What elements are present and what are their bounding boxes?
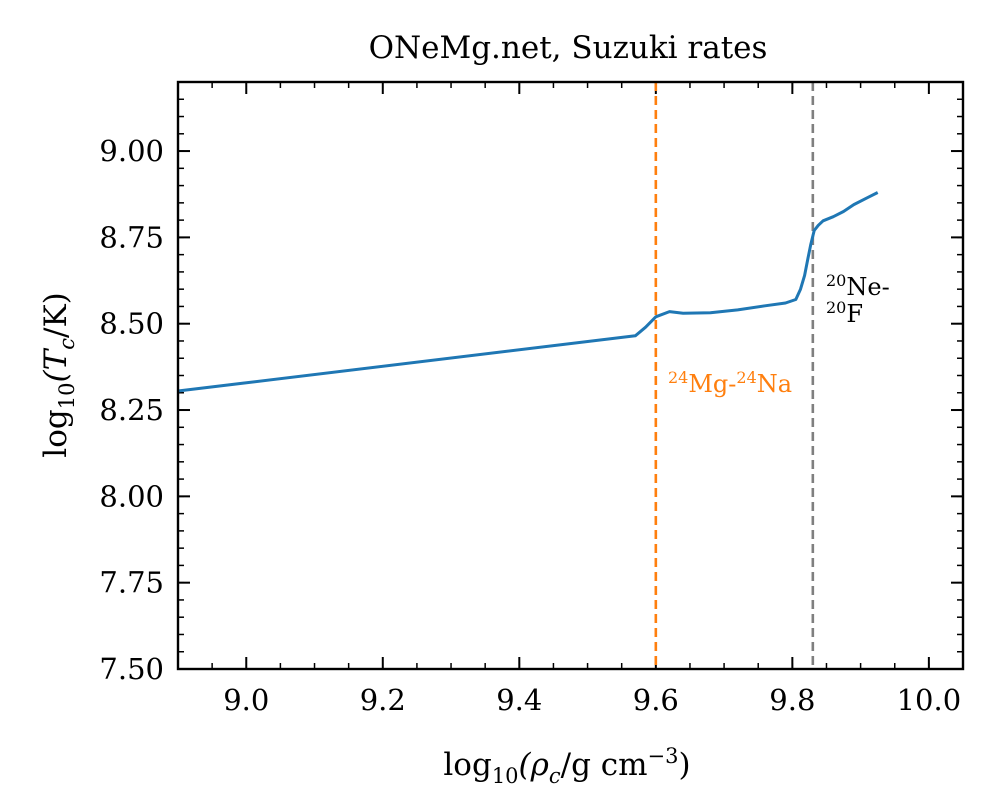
y-axis-label-sub: 10 bbox=[55, 383, 79, 410]
ne-text: Ne- bbox=[846, 273, 889, 301]
y-tick-label: 8.00 bbox=[99, 479, 164, 513]
mg-na-text1: Mg- bbox=[688, 370, 736, 398]
x-tick-label: 9.6 bbox=[633, 683, 679, 717]
x-tick-label: 9.4 bbox=[496, 683, 542, 717]
ne-sup: 20 bbox=[826, 271, 846, 290]
y-tick-label: 8.25 bbox=[99, 393, 164, 427]
tick-labels: 9.0 9.2 9.4 9.6 9.8 10.0 7.50 7.75 8.00 8.25 8.50 8… bbox=[99, 134, 961, 717]
x-tick-label: 9.8 bbox=[769, 683, 815, 717]
major-ticks bbox=[178, 82, 963, 670]
ne-f-annotation-line2: 20F bbox=[826, 298, 863, 328]
mg-na-sup2: 24 bbox=[736, 368, 756, 387]
x-tick-label: 9.0 bbox=[223, 683, 269, 717]
y-axis-label-log: log bbox=[38, 409, 74, 457]
y-tick-label: 7.75 bbox=[99, 566, 164, 600]
x-axis-label-sub: 10 bbox=[492, 764, 519, 788]
y-tick-label: 8.50 bbox=[99, 307, 164, 341]
mg-na-annotation: 24Mg-24Na bbox=[668, 368, 792, 398]
plot-area: 9.0 9.2 9.4 9.6 9.8 10.0 7.50 7.75 8.00 8.25 8.50 8… bbox=[99, 80, 965, 717]
y-axis-label: log10(Tc/K) bbox=[38, 292, 79, 457]
y-axis-label-t: (T bbox=[38, 347, 74, 382]
x-axis-label-units: /g cm bbox=[561, 747, 648, 783]
y-axis-label-sub2: c bbox=[55, 338, 79, 350]
chart-title: ONeMg.net, Suzuki rates bbox=[369, 30, 768, 66]
y-axis-label-end: /K) bbox=[38, 292, 74, 338]
x-axis-label-log: log bbox=[443, 747, 491, 783]
x-tick-label: 9.2 bbox=[360, 683, 406, 717]
mg-na-sup1: 24 bbox=[668, 368, 688, 387]
y-tick-label: 9.00 bbox=[99, 134, 164, 168]
y-tick-label: 8.75 bbox=[99, 220, 164, 254]
x-axis-label: log10(ρc/g cm−3) bbox=[443, 744, 690, 788]
series-line-central-temperature bbox=[177, 191, 879, 393]
mg-na-text2: Na bbox=[757, 370, 792, 398]
y-tick-label: 7.50 bbox=[99, 652, 164, 686]
plot-frame bbox=[176, 80, 965, 671]
x-axis-label-sup: −3 bbox=[648, 744, 679, 768]
x-axis-label-end: ) bbox=[679, 747, 691, 783]
x-axis-label-sub2: c bbox=[549, 764, 561, 788]
f-text: F bbox=[846, 300, 863, 328]
ne-f-annotation-line1: 20Ne- bbox=[826, 271, 890, 301]
x-axis-label-rho: (ρ bbox=[519, 747, 549, 783]
x-tick-label: 10.0 bbox=[897, 683, 962, 717]
f-sup: 20 bbox=[826, 298, 846, 317]
